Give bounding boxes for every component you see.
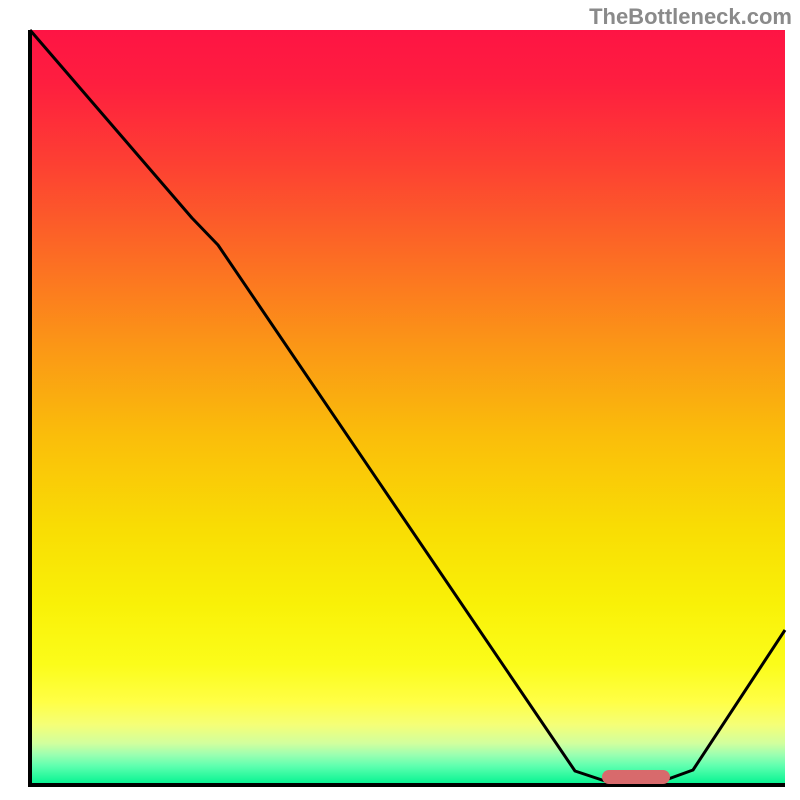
plot-background <box>30 30 785 785</box>
bottleneck-chart: TheBottleneck.com <box>0 0 800 800</box>
watermark-text: TheBottleneck.com <box>589 4 792 30</box>
chart-svg <box>0 0 800 800</box>
optimal-range-marker <box>602 770 670 784</box>
